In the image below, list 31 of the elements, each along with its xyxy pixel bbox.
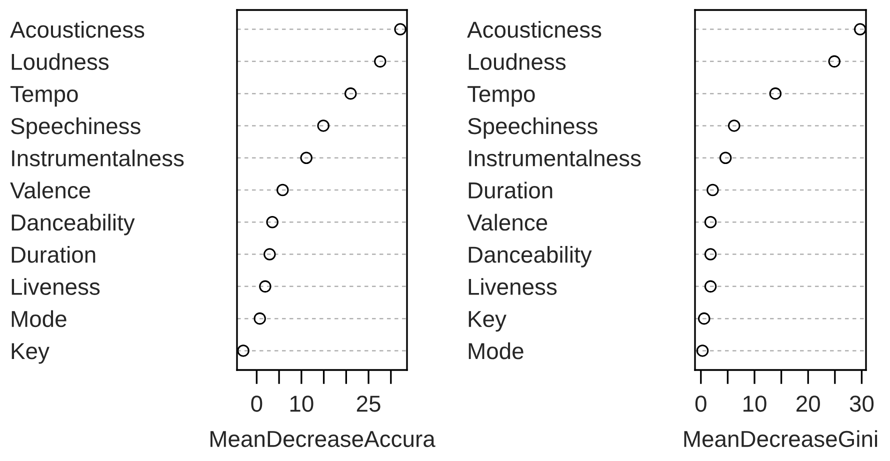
y-tick-label: Speechiness (11, 117, 140, 139)
y-tick-label: Loudness (468, 53, 566, 70)
y-tick-label: Valence (10, 182, 90, 199)
y-tick-label: Mode (12, 310, 66, 328)
y-tick-label: Loudness (12, 53, 109, 70)
y-tick-label: Duration (468, 182, 552, 199)
y-tick-label: Mode (468, 342, 524, 360)
y-tick-label: Instrumentalness (469, 150, 641, 166)
x-axis-title: MeanDecreaseGini (684, 430, 878, 448)
y-tick-label: Tempo (10, 86, 78, 107)
y-tick-label: Acousticness (10, 20, 144, 38)
x-axis-title: MeanDecreaseAccura (210, 431, 436, 448)
x-tick-label: 10 (744, 396, 766, 412)
y-tick-label: Danceability (468, 246, 592, 268)
y-tick-label: Acousticness (467, 20, 602, 38)
x-tick-label: 25 (356, 396, 380, 412)
x-tick-label: 0 (251, 396, 262, 412)
y-tick-label: Liveness (468, 278, 557, 295)
x-tick-label: 0 (695, 396, 706, 412)
y-tick-label: Danceability (12, 214, 135, 236)
y-tick-label: Valence (467, 214, 548, 231)
y-tick-label: Key (12, 343, 50, 364)
x-tick-label: 10 (290, 396, 314, 412)
x-tick-label: 30 (850, 396, 874, 412)
y-tick-label: Liveness (12, 278, 100, 295)
y-tick-label: Duration (12, 246, 96, 263)
y-tick-label: Speechiness (468, 117, 598, 139)
y-tick-label: Instrumentalness (12, 150, 184, 166)
y-tick-label: Key (468, 311, 506, 332)
y-tick-label: Tempo (468, 86, 535, 107)
x-tick-label: 20 (796, 396, 820, 412)
